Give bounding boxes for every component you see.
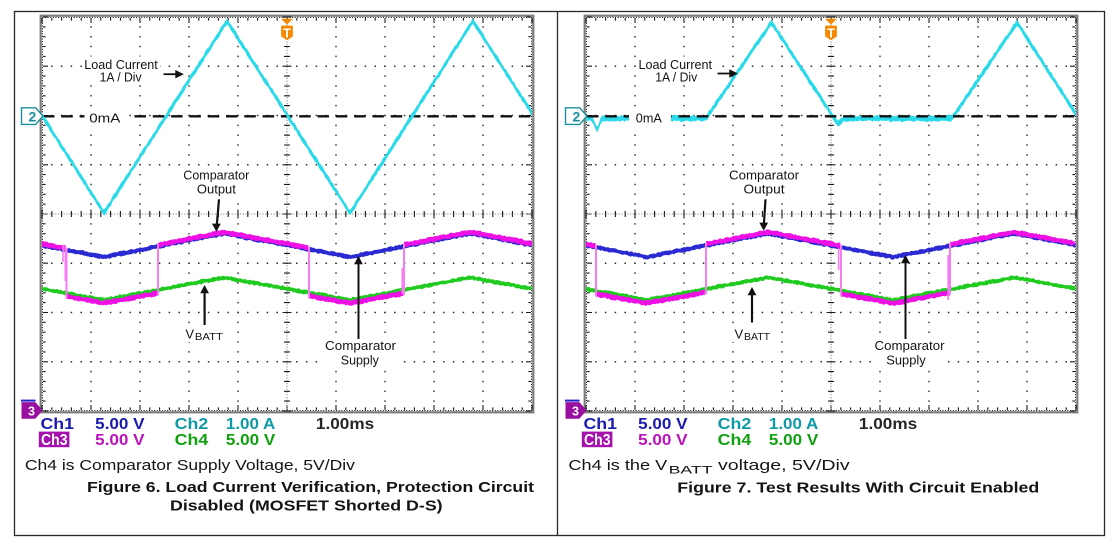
svg-text:5.00 V: 5.00 V (95, 432, 145, 449)
svg-text:5.00 V: 5.00 V (769, 432, 819, 449)
svg-text:0mA: 0mA (89, 111, 121, 125)
svg-text:1.00ms: 1.00ms (316, 416, 374, 433)
svg-text:Figure 6. Load Current Verific: Figure 6. Load Current Verification, Pro… (87, 479, 534, 496)
svg-text:5.00 V: 5.00 V (226, 432, 276, 449)
svg-text:T: T (283, 27, 291, 41)
svg-text:Load Current: Load Current (84, 57, 158, 72)
svg-text:BATT: BATT (744, 331, 771, 343)
svg-text:Ch2: Ch2 (175, 416, 209, 433)
svg-text:3: 3 (28, 405, 35, 419)
svg-text:Ch2: Ch2 (718, 416, 752, 433)
svg-text:1.00 A: 1.00 A (226, 416, 276, 433)
svg-text:V: V (185, 326, 194, 341)
svg-text:BATT: BATT (669, 464, 713, 476)
svg-text:Ch4: Ch4 (175, 432, 209, 449)
svg-text:0mA: 0mA (636, 111, 663, 125)
svg-text:Supply: Supply (341, 353, 379, 368)
svg-text:Ch4 is the V: Ch4 is the V (568, 457, 667, 474)
svg-text:2: 2 (29, 108, 37, 124)
svg-text:Disabled (MOSFET Shorted D-S): Disabled (MOSFET Shorted D-S) (170, 498, 443, 515)
svg-text:Comparator: Comparator (325, 338, 397, 353)
svg-text:V: V (735, 326, 744, 341)
svg-text:Ch3: Ch3 (584, 432, 611, 449)
svg-text:Output: Output (744, 181, 785, 196)
svg-text:Load Current: Load Current (639, 57, 713, 72)
svg-text:T: T (827, 27, 835, 41)
svg-text:Comparator: Comparator (729, 168, 800, 183)
svg-text:Ch1: Ch1 (41, 416, 75, 433)
svg-text:1A / Div: 1A / Div (655, 69, 697, 84)
svg-text:1A / Div: 1A / Div (100, 69, 142, 84)
svg-text:Ch4 is Comparator Supply Volta: Ch4 is Comparator Supply Voltage, 5V/Div (25, 457, 356, 474)
svg-text:Ch4: Ch4 (718, 432, 752, 449)
svg-text:2: 2 (573, 108, 581, 124)
svg-text:5.00 V: 5.00 V (638, 432, 688, 449)
svg-text:Comparator: Comparator (183, 168, 250, 183)
svg-text:Ch3: Ch3 (41, 432, 68, 449)
svg-text:3: 3 (572, 405, 579, 419)
svg-text:BATT: BATT (195, 331, 224, 343)
svg-text:5.00 V: 5.00 V (95, 416, 145, 433)
svg-text:Supply: Supply (886, 353, 926, 368)
svg-text:Figure 7. Test Results With Ci: Figure 7. Test Results With Circuit Enab… (677, 479, 1039, 496)
svg-text:Ch1: Ch1 (584, 416, 618, 433)
svg-text:Comparator: Comparator (875, 338, 946, 353)
svg-text:5.00 V: 5.00 V (638, 416, 688, 433)
svg-text:voltage, 5V/Div: voltage, 5V/Div (718, 457, 850, 474)
svg-text:1.00 A: 1.00 A (769, 416, 819, 433)
svg-text:Output: Output (197, 181, 236, 196)
svg-text:1.00ms: 1.00ms (859, 416, 917, 433)
